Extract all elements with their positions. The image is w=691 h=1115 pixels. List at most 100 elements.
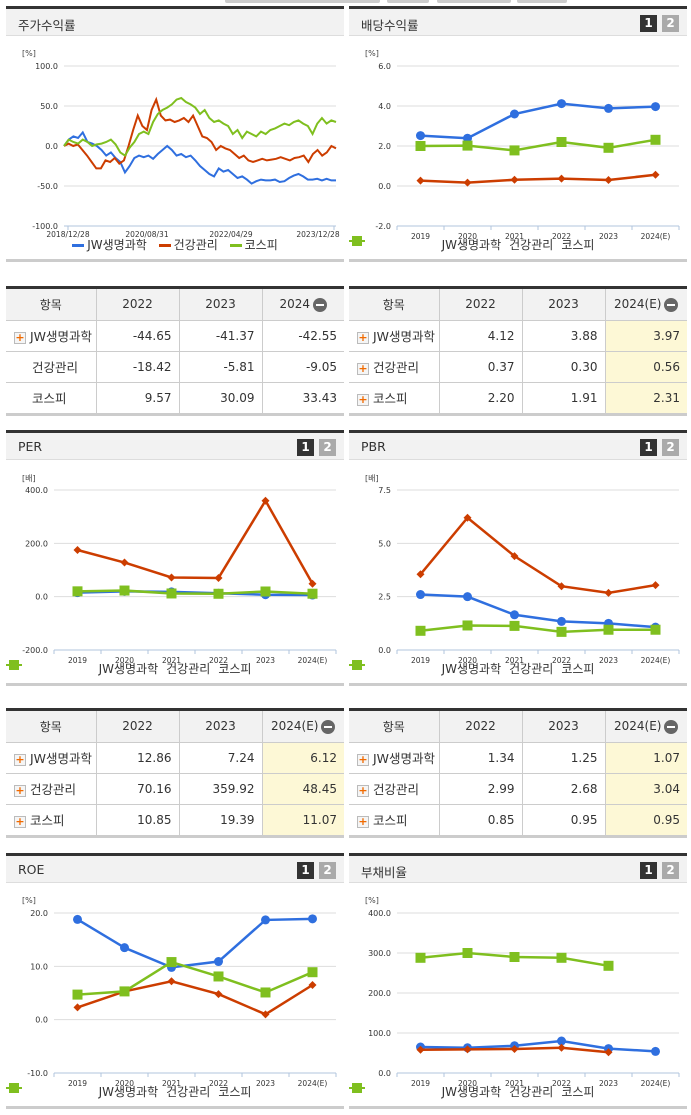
svg-text:2020/08/31: 2020/08/31 bbox=[125, 230, 168, 239]
cell: -9.05 bbox=[262, 351, 344, 383]
table-row: + JW생명과학 4.12 3.88 3.97 bbox=[349, 320, 687, 352]
page-1-button[interactable]: 1 bbox=[640, 862, 657, 879]
svg-text:400.0: 400.0 bbox=[368, 909, 391, 918]
expand-plus-icon[interactable]: + bbox=[357, 752, 369, 766]
svg-text:2022: 2022 bbox=[552, 1079, 571, 1088]
legend-item-jw[interactable]: JW생명과학 bbox=[72, 236, 147, 253]
cell: 10.85 bbox=[96, 804, 180, 835]
collapse-minus-icon[interactable] bbox=[664, 297, 679, 312]
row-label: + JW생명과학 bbox=[6, 320, 97, 352]
panel-title: ROE bbox=[18, 862, 45, 877]
page-1-button[interactable]: 1 bbox=[297, 439, 314, 456]
expand-plus-icon[interactable]: + bbox=[14, 783, 26, 797]
svg-text:-200.0: -200.0 bbox=[22, 646, 48, 655]
svg-text:2020: 2020 bbox=[458, 1079, 477, 1088]
svg-text:2020: 2020 bbox=[458, 232, 477, 241]
cell-estimate: 48.45 bbox=[262, 773, 344, 805]
panel-header: ROE 1 2 bbox=[6, 853, 344, 883]
panel-title: 부채비율 bbox=[361, 865, 408, 880]
y-unit: [%] bbox=[22, 49, 36, 58]
expand-plus-icon[interactable]: + bbox=[357, 814, 369, 828]
legend-item-kospi[interactable]: 코스피 bbox=[6, 1083, 251, 1100]
table-stock-return: 항목 2022 2023 2024 + JW생명과학 -44.65 -41.37 … bbox=[6, 286, 344, 416]
expand-plus-icon[interactable]: + bbox=[357, 361, 369, 375]
panel-dividend: 배당수익률 1 2 [%] 6.0 4.0 2.0 0.0 -2.0 2019 2020 20… bbox=[349, 6, 687, 262]
legend-item-jw[interactable]: JW생명과학 bbox=[349, 236, 501, 253]
collapse-minus-icon[interactable] bbox=[664, 719, 679, 734]
legend-item-health[interactable]: 건강관리 bbox=[349, 660, 553, 677]
table-row: 코스피 9.57 30.09 33.43 bbox=[6, 382, 344, 413]
legend-item-health[interactable]: 건강관리 bbox=[6, 660, 210, 677]
legend-item-jw[interactable]: JW생명과학 bbox=[6, 1083, 158, 1100]
cell: 33.43 bbox=[302, 390, 337, 405]
legend-item-kospi[interactable]: 코스피 bbox=[229, 236, 278, 253]
legend-item-health[interactable]: 건강관리 bbox=[349, 1083, 553, 1100]
table-pbr: 항목 2022 2023 2024(E) + JW생명과학 1.34 1.25 1… bbox=[349, 708, 687, 838]
legend-item-kospi[interactable]: 코스피 bbox=[349, 660, 594, 677]
svg-text:50.0: 50.0 bbox=[40, 102, 58, 111]
row-label: + 코스피 bbox=[349, 382, 440, 413]
page-1-button[interactable]: 1 bbox=[640, 439, 657, 456]
col-header: 항목 bbox=[6, 289, 97, 321]
panel-roe: ROE 1 2 [%] 20.0 10.0 0.0 -10.0 2019 2020 2021… bbox=[6, 853, 344, 1109]
table-row: + 건강관리 0.37 0.30 0.56 bbox=[349, 351, 687, 383]
svg-text:10.0: 10.0 bbox=[30, 962, 48, 971]
expand-plus-icon[interactable]: + bbox=[357, 330, 369, 344]
svg-text:2021: 2021 bbox=[505, 232, 524, 241]
line-swatch-icon bbox=[229, 244, 242, 247]
collapse-minus-icon[interactable] bbox=[321, 719, 336, 734]
panel-title: 배당수익률 bbox=[361, 18, 419, 33]
top-tab-stub[interactable] bbox=[387, 0, 429, 3]
svg-text:2021: 2021 bbox=[162, 1079, 181, 1088]
legend-item-jw[interactable]: JW생명과학 bbox=[349, 660, 501, 677]
expand-plus-icon[interactable]: + bbox=[14, 330, 26, 344]
panel-debt-ratio: 부채비율 1 2 [%] 400.0 300.0 200.0 100.0 0.0 2019… bbox=[349, 853, 687, 1109]
square-marker-icon bbox=[349, 236, 365, 246]
table-row: + 건강관리 70.16 359.92 48.45 bbox=[6, 773, 344, 805]
legend-item-health[interactable]: 건강관리 bbox=[6, 1083, 210, 1100]
legend-item-health[interactable]: 건강관리 bbox=[158, 236, 218, 253]
svg-text:2022: 2022 bbox=[552, 232, 571, 241]
y-unit: [배] bbox=[365, 474, 379, 483]
top-tab-stub[interactable] bbox=[517, 0, 567, 3]
page-1-button[interactable]: 1 bbox=[297, 862, 314, 879]
legend-item-kospi[interactable]: 코스피 bbox=[349, 236, 594, 253]
cell: 19.39 bbox=[179, 804, 263, 835]
svg-text:2021: 2021 bbox=[505, 1079, 524, 1088]
expand-plus-icon[interactable]: + bbox=[357, 392, 369, 406]
page-2-button[interactable]: 2 bbox=[319, 439, 336, 456]
top-tab-stub[interactable] bbox=[437, 0, 511, 3]
cell-estimate: 11.07 bbox=[262, 804, 344, 835]
expand-plus-icon[interactable]: + bbox=[14, 814, 26, 828]
svg-text:2021: 2021 bbox=[162, 656, 181, 665]
square-marker-icon bbox=[349, 660, 365, 670]
svg-text:5.0: 5.0 bbox=[378, 539, 391, 548]
page-2-button[interactable]: 2 bbox=[662, 439, 679, 456]
cell: -42.55 bbox=[262, 320, 344, 352]
table-row: + 코스피 0.85 0.95 0.95 bbox=[349, 804, 687, 835]
page-2-button[interactable]: 2 bbox=[319, 862, 336, 879]
collapse-minus-icon[interactable] bbox=[313, 297, 328, 312]
svg-text:0.0: 0.0 bbox=[35, 593, 48, 602]
expand-plus-icon[interactable]: + bbox=[357, 783, 369, 797]
legend-item-health[interactable]: 건강관리 bbox=[349, 236, 553, 253]
col-header: 2023 bbox=[179, 289, 263, 321]
page-1-button[interactable]: 1 bbox=[640, 15, 657, 32]
svg-text:0.0: 0.0 bbox=[35, 1016, 48, 1025]
legend-item-kospi[interactable]: 코스피 bbox=[6, 660, 251, 677]
page-2-button[interactable]: 2 bbox=[662, 15, 679, 32]
legend-item-jw[interactable]: JW생명과학 bbox=[6, 660, 158, 677]
expand-plus-icon[interactable]: + bbox=[14, 752, 26, 766]
svg-text:2022: 2022 bbox=[209, 1079, 228, 1088]
y-unit: [%] bbox=[365, 49, 379, 58]
cell: 0.37 bbox=[439, 351, 523, 383]
page-2-button[interactable]: 2 bbox=[662, 862, 679, 879]
col-header: 2023 bbox=[522, 289, 606, 321]
svg-text:2019: 2019 bbox=[411, 232, 430, 241]
svg-text:2023: 2023 bbox=[256, 656, 275, 665]
legend-item-kospi[interactable]: 코스피 bbox=[349, 1083, 594, 1100]
chart-per: [배] 400.0 200.0 0.0 -200.0 2019 2020 2021 2022 2… bbox=[6, 460, 344, 686]
top-tab-stub[interactable] bbox=[225, 0, 380, 3]
legend-item-jw[interactable]: JW생명과학 bbox=[349, 1083, 501, 1100]
